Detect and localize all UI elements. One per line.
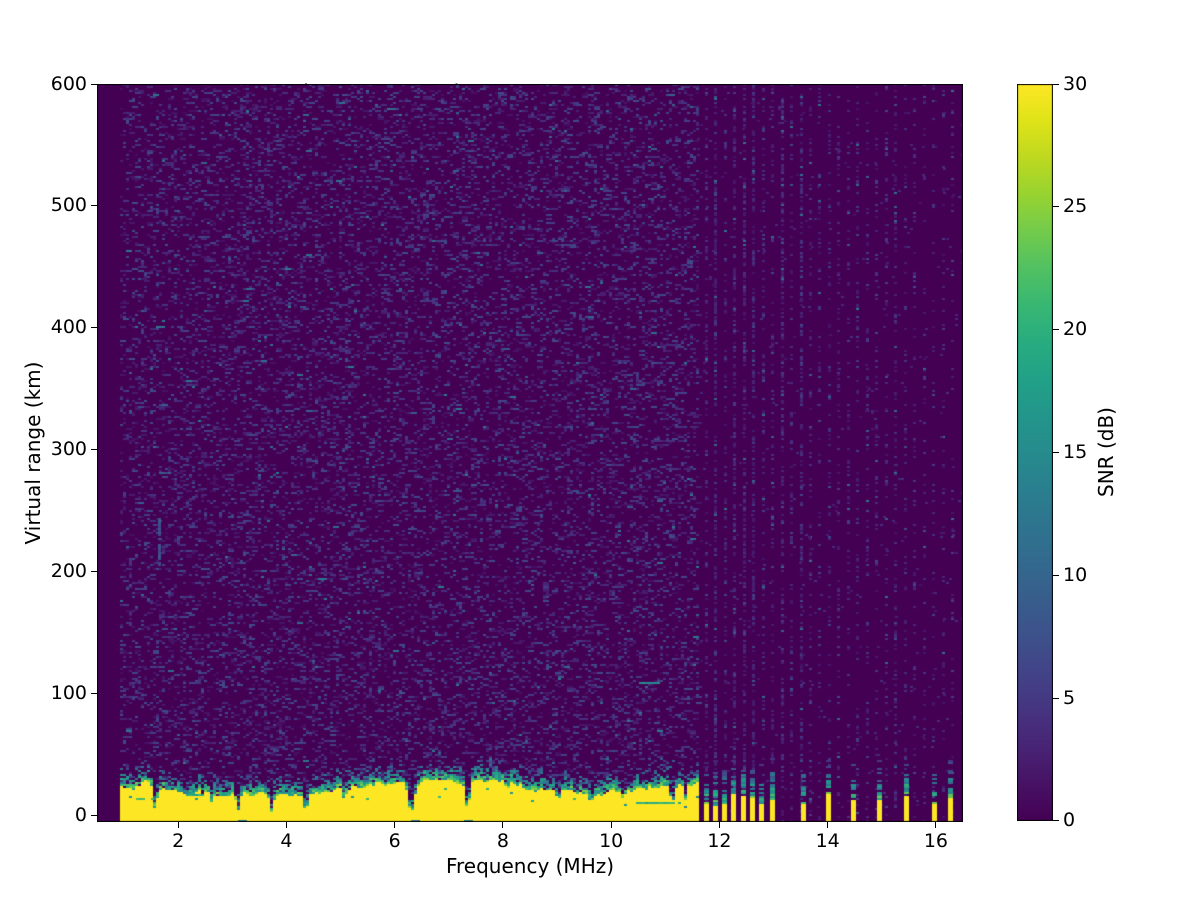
x-tick-mark: [718, 822, 720, 828]
x-tick-mark: [610, 822, 612, 828]
colorbar-tick-mark: [1053, 574, 1059, 576]
colorbar-tick-mark: [1053, 206, 1059, 208]
plot-area: [97, 84, 963, 822]
x-tick-label: 4: [280, 830, 293, 852]
x-tick-mark: [394, 822, 396, 828]
colorbar-tick-mark: [1053, 329, 1059, 331]
x-tick-label: 16: [923, 830, 949, 852]
colorbar-tick-mark: [1053, 452, 1059, 453]
colorbar-tick-label: 0: [1063, 808, 1076, 831]
colorbar-tick-mark: [1053, 697, 1059, 699]
x-tick-label: 8: [496, 830, 509, 852]
x-tick-mark: [285, 822, 287, 828]
colorbar-tick-label: 15: [1063, 441, 1088, 463]
colorbar-tick-label: 20: [1063, 318, 1088, 341]
colorbar: [1017, 84, 1053, 821]
x-tick-label: 12: [707, 830, 732, 852]
y-tick-mark: [91, 571, 97, 573]
y-tick-label: 0: [74, 804, 87, 827]
colorbar-tick-label: 10: [1063, 563, 1088, 586]
x-tick-mark: [177, 822, 179, 828]
x-tick-mark: [827, 822, 829, 828]
colorbar-gradient: [1017, 84, 1053, 821]
x-tick-label: 14: [815, 830, 840, 852]
y-tick-label: 300: [50, 438, 87, 461]
y-tick-label: 400: [50, 316, 87, 339]
y-tick-label: 200: [50, 560, 87, 583]
x-tick-label: 2: [172, 830, 185, 852]
ionogram-heatmap: [97, 84, 963, 822]
y-tick-mark: [91, 449, 97, 451]
colorbar-tick-label: 30: [1063, 72, 1088, 95]
y-tick-mark: [91, 205, 97, 207]
x-tick-mark: [935, 822, 937, 828]
y-tick-mark: [91, 693, 97, 695]
colorbar-tick-mark: [1053, 819, 1059, 821]
y-tick-mark: [91, 815, 97, 817]
colorbar-tick-mark: [1053, 83, 1059, 85]
x-tick-label: 10: [599, 830, 624, 852]
colorbar-tick-label: 5: [1063, 686, 1076, 709]
y-tick-label: 600: [50, 72, 87, 95]
x-tick-label: 6: [388, 830, 401, 852]
colorbar-tick-label: 25: [1063, 195, 1088, 218]
x-tick-mark: [502, 822, 504, 828]
y-tick-mark: [91, 83, 97, 85]
y-tick-mark: [91, 327, 97, 329]
y-tick-label: 500: [50, 194, 87, 217]
y-tick-label: 100: [50, 682, 87, 705]
x-axis-label: Frequency (MHz): [445, 854, 615, 878]
